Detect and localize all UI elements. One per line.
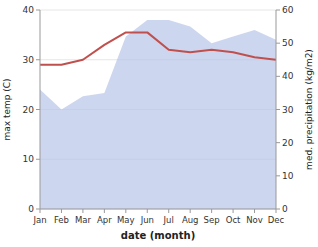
x-tick-label: Sep [204,215,220,225]
y-tick-label: 0 [28,204,34,214]
y-tick [36,109,40,110]
y2-tick [276,175,280,176]
y2-tick [276,109,280,110]
x-tick [61,209,62,213]
x-tick-label: Oct [226,215,241,225]
x-tick-label: Jan [32,215,46,225]
x-tick-label: May [117,215,135,225]
chart-container: 0 10 20 30 40 0 10 20 30 40 50 60 Jan Feb Mar Apr May Jun… [0,0,318,247]
grid-line [40,10,276,11]
x-tick [82,209,83,213]
grid-line [40,209,276,210]
y2-tick-label: 40 [282,71,294,81]
y2-tick-label: 20 [282,138,294,148]
y2-tick [276,43,280,44]
y-axis-line [40,10,41,209]
y-tick [36,159,40,160]
x-tick-label: Jun [140,215,154,225]
x-axis-label: date (month) [121,230,195,241]
plot-area [40,20,276,209]
x-tick [190,209,191,213]
x-tick-label: Dec [268,215,285,225]
x-tick [104,209,105,213]
y-tick [36,10,40,11]
y-tick-label: 20 [23,105,35,115]
x-tick-label: Apr [97,215,112,225]
y2-axis-label: med. precipitation (kg/m2) [304,49,314,170]
y2-axis-line [276,10,277,209]
y-tick-label: 30 [23,55,35,65]
y2-tick-label: 10 [282,171,294,181]
x-tick [276,209,277,213]
x-tick [254,209,255,213]
x-tick-label: Mar [75,215,92,225]
y-tick [36,209,40,210]
y-tick-label: 10 [23,154,35,164]
y2-tick [276,76,280,77]
x-tick [147,209,148,213]
y2-tick [276,10,280,11]
y2-tick-label: 0 [282,204,288,214]
precipitation-area [40,20,276,209]
y2-tick-label: 30 [282,105,294,115]
y-tick [36,59,40,60]
x-tick [40,209,41,213]
y2-tick-label: 50 [282,38,294,48]
chart-svg: 0 10 20 30 40 0 10 20 30 40 50 60 Jan Feb Mar Apr May Jun… [0,0,318,247]
y-tick-label: 40 [23,5,35,15]
y2-tick [276,142,280,143]
temperature-line [40,32,276,64]
x-tick-label: Nov [246,215,263,225]
x-tick-label: Feb [54,215,69,225]
x-tick-label: Aug [182,215,199,225]
y2-tick-label: 60 [282,5,294,15]
x-tick [233,209,234,213]
x-tick [168,209,169,213]
grid [40,10,276,209]
x-tick-label: Jul [163,215,174,225]
y2-tick [276,209,280,210]
y-axis-label: max temp (C) [2,78,12,140]
x-axis-line [40,209,276,210]
x-tick [125,209,126,213]
x-tick [211,209,212,213]
